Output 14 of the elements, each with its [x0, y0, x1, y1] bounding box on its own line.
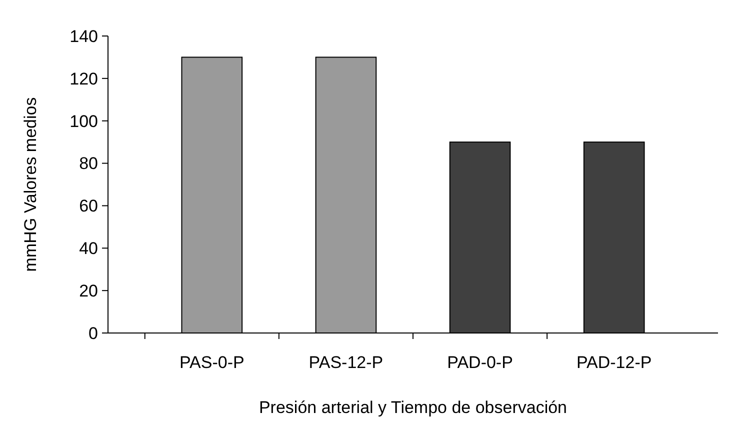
y-tick-label: 40: [79, 239, 98, 258]
y-tick-label: 0: [88, 324, 98, 343]
y-tick-label: 80: [79, 154, 98, 174]
x-axis-title: Presión arterial y Tiempo de observación: [258, 398, 568, 417]
y-tick-label: 140: [70, 26, 98, 46]
y-tick-label: 120: [70, 69, 98, 88]
x-tick-label: PAD-0-P: [447, 353, 513, 372]
x-tick-label: PAS-12-P: [308, 353, 384, 372]
x-tick-label: PAS-0-P: [179, 353, 244, 372]
y-axis-title: mmHG Valores medios: [21, 97, 40, 272]
x-tick-label: PAD-12-P: [576, 353, 652, 372]
y-tick-label: 100: [70, 112, 98, 131]
y-tick-label: 60: [79, 196, 98, 216]
y-tick-label: 20: [79, 282, 98, 301]
